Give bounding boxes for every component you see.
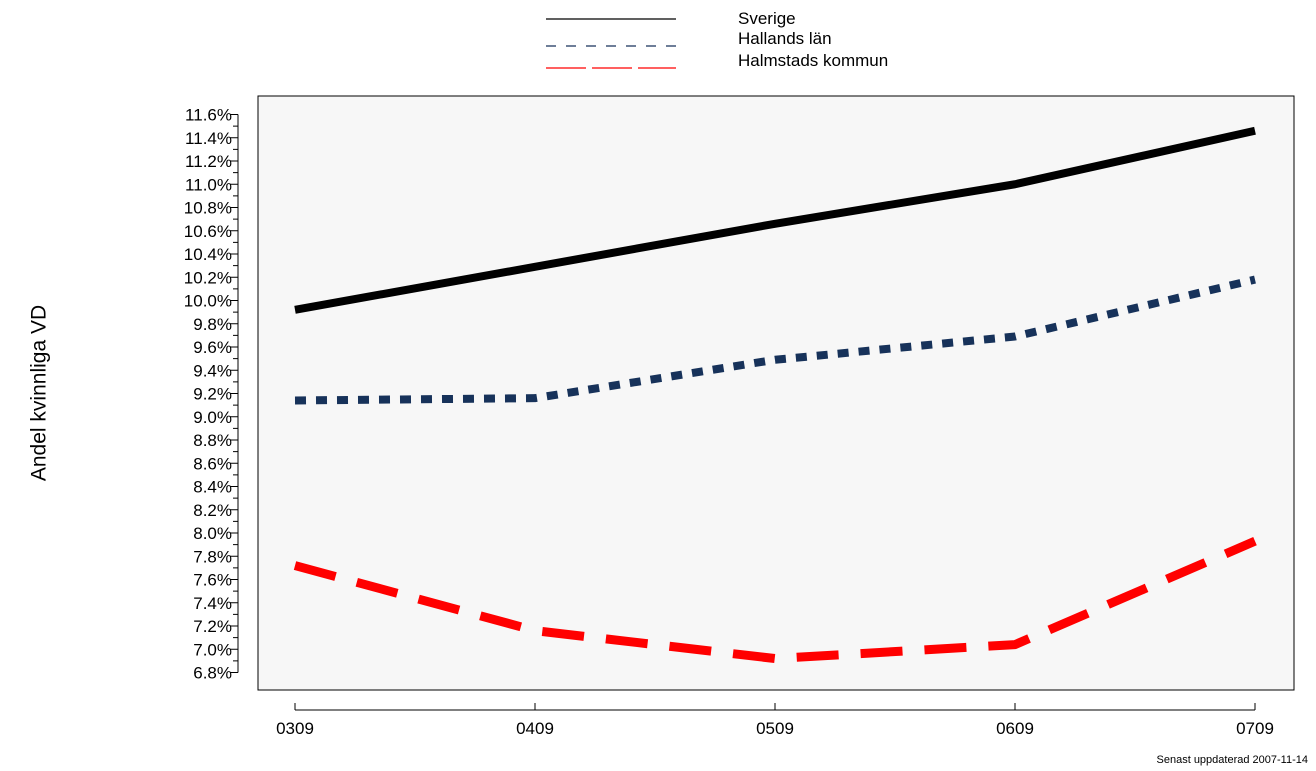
- y-tick-label: 10.8%: [184, 199, 232, 218]
- series-line-1: [294, 126, 1256, 314]
- y-tick-label: 9.8%: [193, 315, 232, 334]
- y-tick-label: 10.2%: [184, 268, 232, 287]
- y-tick-label: 10.6%: [184, 222, 232, 241]
- y-tick-label: 10.4%: [184, 245, 232, 264]
- y-tick-label: 7.6%: [193, 571, 232, 590]
- plot-area: [257, 95, 1295, 691]
- y-tick-label: 9.4%: [193, 361, 232, 380]
- y-axis-label: Andel kvinnliga VD: [28, 305, 51, 481]
- last-updated-note: Senast uppdaterad 2007-11-14: [1157, 754, 1308, 766]
- y-tick-label: 7.0%: [193, 640, 232, 659]
- y-tick-label: 9.0%: [193, 408, 232, 427]
- y-tick-label: 8.8%: [193, 431, 232, 450]
- y-tick-label: 10.0%: [184, 292, 232, 311]
- x-tick-label: 0409: [516, 719, 554, 738]
- x-tick-label: 0709: [1236, 719, 1274, 738]
- x-tick-label: 0309: [276, 719, 314, 738]
- y-tick-label: 7.4%: [193, 594, 232, 613]
- y-tick-label: 7.2%: [193, 617, 232, 636]
- x-tick-label: 0509: [756, 719, 794, 738]
- legend-label: Halmstads kommun: [738, 51, 888, 70]
- series-lines: [293, 126, 1257, 664]
- series-line-3: [293, 537, 1257, 664]
- y-tick-label: 8.2%: [193, 501, 232, 520]
- y-tick-label: 11.6%: [185, 106, 232, 125]
- x-tick-label: 0609: [996, 719, 1034, 738]
- legend-label: Sverige: [738, 9, 796, 28]
- y-tick-label: 11.2%: [185, 152, 232, 171]
- y-tick-label: 6.8%: [193, 664, 232, 683]
- y-tick-label: 8.0%: [193, 524, 232, 543]
- x-axis: 0309 0409 0509 0609 0709: [276, 703, 1274, 738]
- y-tick-label: 8.6%: [193, 454, 232, 473]
- y-tick-label: 8.4%: [193, 478, 232, 497]
- y-tick-label: 11.4%: [185, 129, 232, 148]
- legend-label: Hallands län: [738, 29, 832, 48]
- y-tick-label: 11.0%: [185, 175, 232, 194]
- series-line-2: [294, 275, 1256, 405]
- y-axis: 6.8% 7.0% 7.2% 7.4% 7.6% 7.8% 8.0% 8.2% 8.4% 8.6%…: [184, 106, 239, 683]
- y-tick-label: 9.2%: [193, 385, 232, 404]
- y-tick-label: 9.6%: [193, 338, 232, 357]
- y-tick-label: 7.8%: [193, 547, 232, 566]
